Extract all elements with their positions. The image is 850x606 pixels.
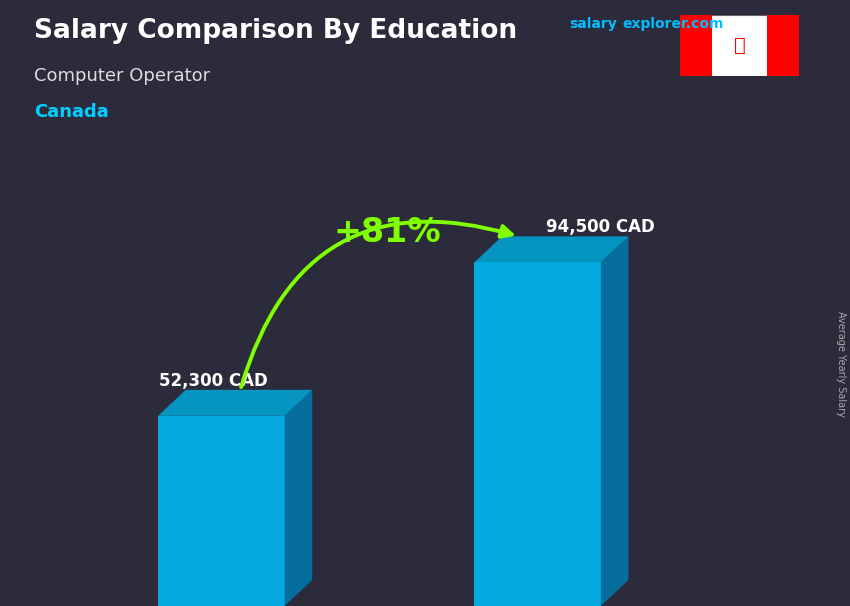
Text: 94,500 CAD: 94,500 CAD: [547, 218, 655, 236]
Text: +81%: +81%: [333, 216, 441, 249]
Polygon shape: [158, 390, 312, 416]
Polygon shape: [680, 15, 799, 76]
Polygon shape: [474, 262, 601, 606]
Polygon shape: [158, 416, 285, 606]
Text: explorer.com: explorer.com: [622, 17, 723, 31]
Text: Computer Operator: Computer Operator: [34, 67, 210, 85]
Polygon shape: [768, 15, 799, 76]
FancyArrowPatch shape: [241, 222, 512, 387]
Text: Salary Comparison By Education: Salary Comparison By Education: [34, 18, 517, 44]
Text: Canada: Canada: [34, 103, 109, 121]
Polygon shape: [601, 236, 628, 606]
Polygon shape: [680, 15, 711, 76]
Polygon shape: [285, 390, 312, 606]
Text: 🍁: 🍁: [734, 36, 745, 55]
Text: salary: salary: [570, 17, 617, 31]
Text: Average Yearly Salary: Average Yearly Salary: [836, 311, 846, 416]
Polygon shape: [474, 236, 628, 262]
Text: 52,300 CAD: 52,300 CAD: [159, 372, 268, 390]
